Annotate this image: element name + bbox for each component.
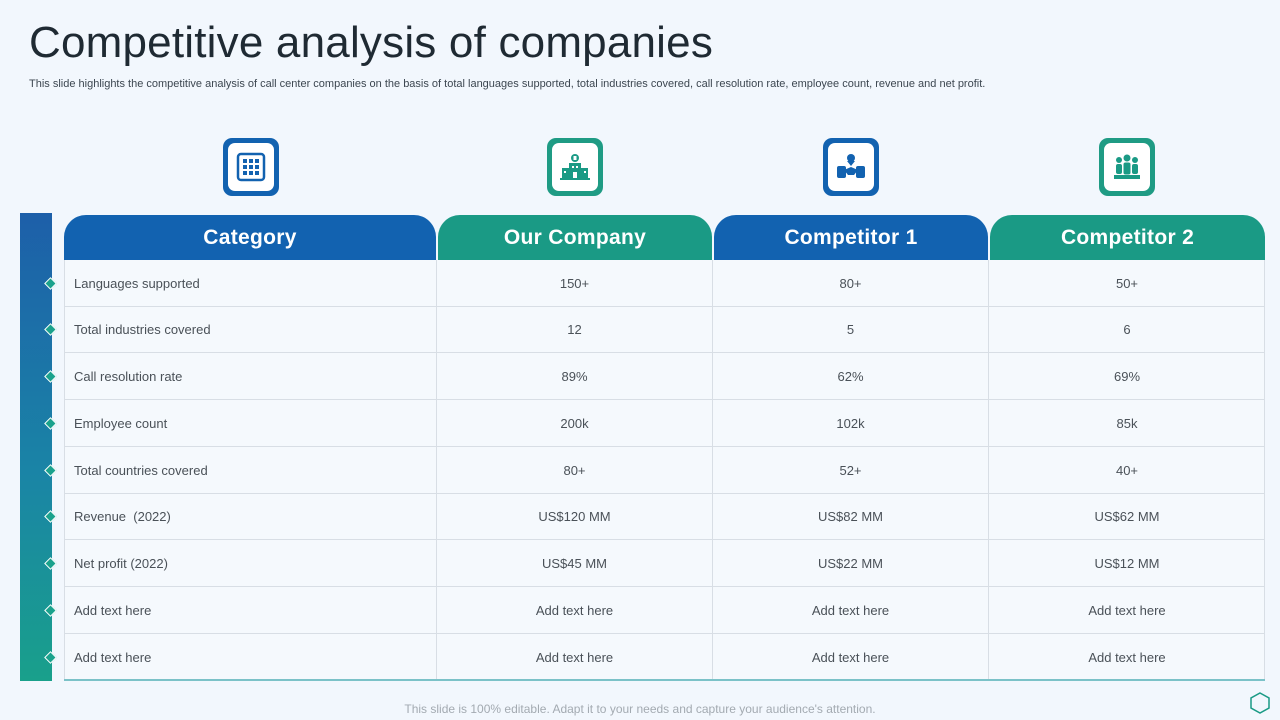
- competitor-2-cell: 40+: [1115, 462, 1139, 478]
- our-company-cell: Add text here: [437, 634, 713, 680]
- page-title: Competitive analysis of companies: [29, 18, 714, 67]
- header-our-company: Our Company: [438, 215, 712, 260]
- our-company-cell: US$120 MM: [437, 493, 713, 539]
- our-company-cell: 80+: [437, 447, 713, 493]
- category-cell: Add text here: [64, 587, 437, 633]
- category-cell: Languages supported: [64, 260, 437, 306]
- grid-icon-tile: [223, 138, 279, 196]
- side-accent-bar: [20, 213, 52, 681]
- competitor-1-cell: US$82 MM: [713, 493, 989, 539]
- competitor-2-cell: US$62 MM: [1094, 508, 1160, 524]
- category-cell: Total countries covered: [64, 447, 437, 493]
- table-row: Revenue (2022) US$120 MM US$82 MM US$62 …: [64, 493, 1265, 540]
- table-row: Employee count 200k 102k 85k: [64, 400, 1265, 447]
- table-row: Languages supported 150+ 80+ 50+: [64, 260, 1265, 307]
- competitor-1-cell: 102k: [713, 400, 989, 446]
- header-category: Category: [64, 215, 436, 260]
- competitor-1-cell: Add text here: [713, 634, 989, 680]
- competitor-1-cell: US$22 MM: [713, 540, 989, 586]
- our-company-cell: 200k: [437, 400, 713, 446]
- hospital-building-icon-tile: [547, 138, 603, 196]
- category-cell: Call resolution rate: [64, 353, 437, 399]
- competitor-2-cell: 50+: [1115, 275, 1139, 291]
- grid-icon: [236, 152, 266, 182]
- competitor-2-cell: 69%: [1113, 368, 1141, 384]
- team-group-icon-tile: [1099, 138, 1155, 196]
- table-row: Total industries covered 12 5 6: [64, 306, 1265, 353]
- category-cell: Employee count: [64, 400, 437, 446]
- team-group-icon: [1114, 154, 1140, 179]
- table-row: Add text here Add text here Add text her…: [64, 587, 1265, 634]
- page-subtitle: This slide highlights the competitive an…: [29, 78, 986, 90]
- table-row: Net profit (2022) US$45 MM US$22 MM US$1…: [64, 540, 1265, 587]
- category-cell: Net profit (2022): [64, 540, 437, 586]
- footer-note: This slide is 100% editable. Adapt it to…: [404, 702, 876, 716]
- competitor-2-cell: 6: [1123, 321, 1131, 337]
- our-company-cell: Add text here: [437, 587, 713, 633]
- competitor-1-cell: 80+: [713, 260, 989, 306]
- competitor-2-cell: US$12 MM: [1094, 555, 1160, 571]
- competitor-1-cell: Add text here: [713, 587, 989, 633]
- competitor-2-cell: Add text here: [1088, 649, 1166, 665]
- table-row: Call resolution rate 89% 62% 69%: [64, 353, 1265, 400]
- hospital-building-icon: [560, 154, 590, 180]
- handshake-award-icon: [837, 154, 865, 178]
- header-competitor-1: Competitor 1: [714, 215, 988, 260]
- comparison-table: [64, 260, 1265, 681]
- hexagon-icon: [1250, 692, 1270, 714]
- our-company-cell: 150+: [437, 260, 713, 306]
- competitor-1-cell: 52+: [713, 447, 989, 493]
- table-bottom-rule: [64, 679, 1265, 681]
- header-competitor-2: Competitor 2: [990, 215, 1265, 260]
- category-cell: Add text here: [64, 634, 437, 680]
- handshake-award-icon-tile: [823, 138, 879, 196]
- category-cell: Total industries covered: [64, 306, 437, 352]
- our-company-cell: 12: [437, 306, 713, 352]
- table-row: Add text here Add text here Add text her…: [64, 634, 1265, 681]
- category-cell: Revenue (2022): [64, 493, 437, 539]
- table-row: Total countries covered 80+ 52+ 40+: [64, 447, 1265, 494]
- competitor-2-cell: 85k: [1116, 415, 1138, 431]
- our-company-cell: US$45 MM: [437, 540, 713, 586]
- our-company-cell: 89%: [437, 353, 713, 399]
- competitor-1-cell: 5: [713, 306, 989, 352]
- competitor-2-cell: Add text here: [1088, 602, 1166, 618]
- competitor-1-cell: 62%: [713, 353, 989, 399]
